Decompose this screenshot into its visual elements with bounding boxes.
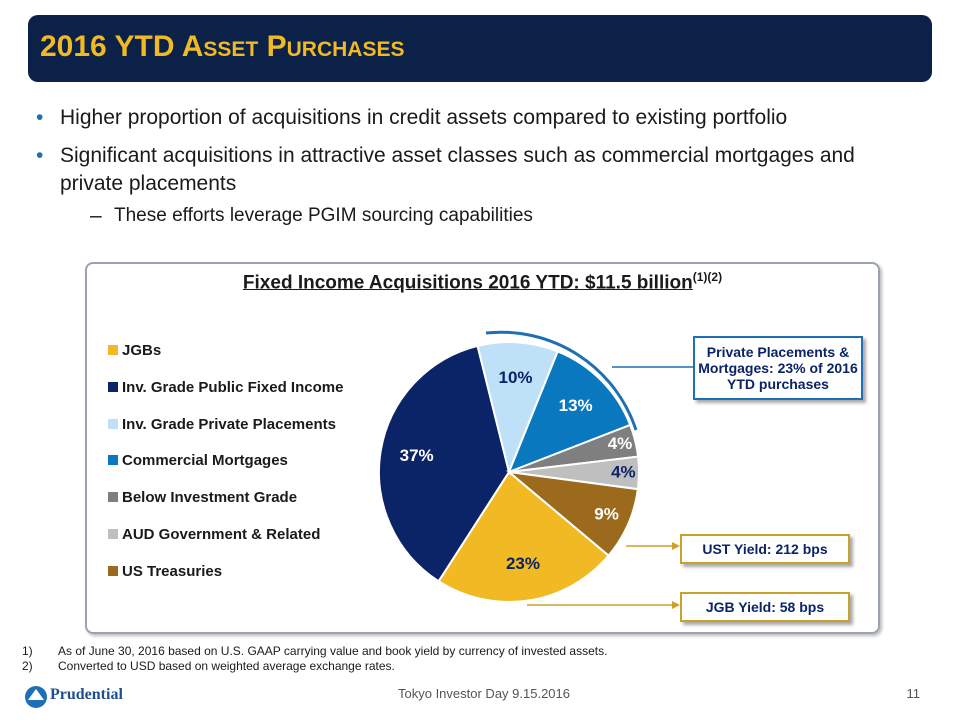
header-bar — [28, 15, 932, 82]
callout: Private Placements & Mortgages: 23% of 2… — [693, 336, 863, 400]
data-label: 23% — [506, 554, 540, 573]
bullet-text: These efforts leverage PGIM sourcing cap… — [114, 205, 533, 226]
legend-item: AUD Government & Related — [108, 526, 320, 543]
footnote-text: As of June 30, 2016 based on U.S. GAAP c… — [58, 644, 608, 658]
data-label: 10% — [499, 368, 533, 387]
legend-item: US Treasuries — [108, 563, 222, 580]
legend-swatch — [108, 565, 118, 576]
data-label: 9% — [594, 505, 619, 524]
chart-title: Fixed Income Acquisitions 2016 YTD: $11.… — [85, 270, 880, 294]
legend-swatch — [108, 492, 118, 503]
data-label: 13% — [559, 396, 593, 415]
callout: JGB Yield: 58 bps — [680, 592, 850, 622]
legend-label: Inv. Grade Public Fixed Income — [122, 378, 344, 396]
slide-title: 2016 YTD Asset Purchases — [40, 30, 405, 63]
sub-bullet: – These efforts leverage PGIM sourcing ca… — [36, 202, 916, 230]
footnote: 2) Converted to USD based on weighted ave… — [22, 659, 395, 673]
bracket-arc — [485, 330, 638, 431]
bullet: • Significant acquisitions in attractive … — [36, 142, 916, 198]
callout-text: Private Placements & Mortgages: 23% of 2… — [698, 344, 858, 392]
bullet: • Higher proportion of acquisitions in cr… — [36, 104, 916, 132]
page-number: 11 — [906, 686, 921, 701]
legend-label: Inv. Grade Private Placements — [122, 415, 336, 433]
logo-text: Prudential — [50, 686, 123, 703]
chart-panel — [85, 262, 880, 634]
data-label: 4% — [611, 462, 636, 481]
bullet-text: Significant acquisitions in attractive a… — [60, 144, 855, 195]
pie-slice — [507, 350, 632, 474]
chart-title-text: Fixed Income Acquisitions 2016 YTD: $11.… — [242, 272, 693, 294]
legend-label: US Treasuries — [122, 562, 223, 580]
legend-label: AUD Government & Related — [122, 526, 321, 543]
legend-swatch — [108, 418, 118, 429]
callout-text: JGB Yield: 58 bps — [705, 599, 825, 615]
legend-swatch — [108, 529, 118, 539]
chart-title-note: (1)(2) — [692, 270, 723, 284]
pie-slice — [476, 341, 560, 476]
legend-item: Commercial Mortgages — [108, 452, 288, 469]
legend-item: JGBs — [108, 342, 161, 359]
arrow-head — [672, 542, 680, 550]
pie-slice — [437, 470, 610, 603]
logo-icon — [25, 686, 47, 708]
legend-label: JGBs — [122, 342, 162, 359]
footnote-text: Converted to USD based on weighted avera… — [58, 659, 395, 673]
legend-item: Inv. Grade Private Placements — [108, 416, 336, 433]
legend-label: Commercial Mortgages — [122, 452, 288, 470]
callout: UST Yield: 212 bps — [680, 534, 850, 564]
pie-slice — [378, 344, 511, 583]
legend-item: Inv. Grade Public Fixed Income — [108, 379, 343, 396]
footnote-num: 2) — [22, 659, 33, 673]
legend-swatch — [108, 381, 118, 392]
footnote: 1) As of June 30, 2016 based on U.S. GAAP… — [22, 644, 607, 658]
bullet-text: Higher proportion of acquisitions in cre… — [60, 106, 788, 129]
legend-swatch — [108, 345, 118, 355]
legend-label: Below Investment Grade — [122, 489, 298, 507]
legend-item: Below Investment Grade — [108, 489, 297, 506]
legend-swatch — [108, 455, 118, 466]
callout-text: UST Yield: 212 bps — [702, 541, 828, 557]
data-label: 37% — [400, 446, 434, 465]
pie-slice — [505, 470, 639, 557]
footer-event: Tokyo Investor Day 9.15.2016 — [398, 686, 570, 701]
logo-rock — [28, 689, 44, 700]
data-label: 4% — [608, 434, 633, 453]
footnote-num: 1) — [22, 644, 33, 658]
arrow-head — [672, 601, 680, 609]
